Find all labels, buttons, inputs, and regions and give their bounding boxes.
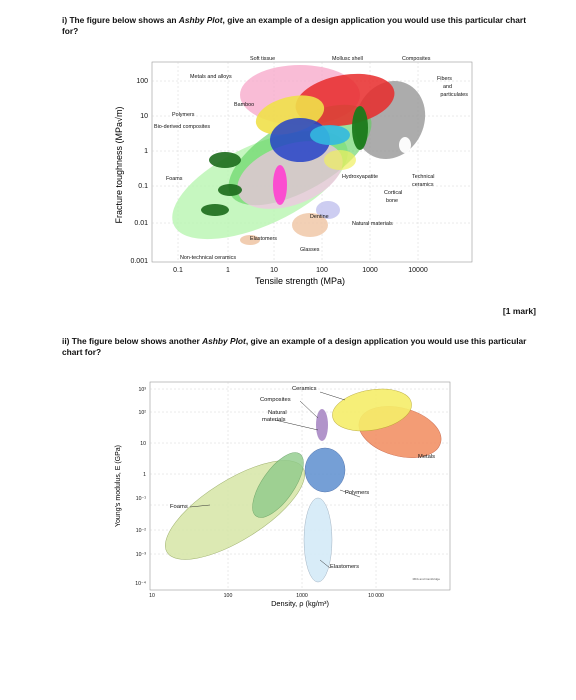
label-composites: Composites bbox=[402, 56, 431, 62]
label-hydroxyapatite: Hydroxyapatite bbox=[342, 174, 378, 180]
x-tick-10000: 10000 bbox=[408, 267, 428, 274]
x2-tick-1000: 1000 bbox=[296, 593, 308, 599]
question-2-suffix: , give an example of a design applicatio… bbox=[62, 336, 527, 357]
chart2-xlabel: Density, ρ (kg/m³) bbox=[271, 599, 329, 608]
y-tick-0.1: 0.1 bbox=[138, 183, 148, 190]
label-bone: bone bbox=[386, 198, 398, 204]
chart2-ylabel: Young's modulus, E (GPa) bbox=[115, 445, 122, 527]
x-tick-1: 1 bbox=[226, 267, 230, 274]
label-and: and bbox=[443, 84, 452, 90]
dentine-envelope bbox=[316, 201, 340, 219]
label-mollusc-shell: Mollusc shell bbox=[332, 56, 363, 62]
cyan-envelope bbox=[310, 125, 350, 145]
label-metals-2: Metals bbox=[418, 454, 435, 460]
label-bamboo: Bamboo bbox=[234, 102, 254, 108]
elastomers-envelope bbox=[273, 165, 287, 205]
label-metals-alloys: Metals and alloys bbox=[190, 74, 232, 80]
hydroxyapatite-envelope bbox=[399, 137, 411, 153]
label-polymers: Polymers bbox=[172, 112, 195, 118]
y2-tick-100: 10² bbox=[139, 410, 147, 416]
chart2-leaders bbox=[189, 391, 361, 569]
chart2-envelopes bbox=[165, 388, 442, 583]
y-tick-1: 1 bbox=[144, 148, 148, 155]
y-tick-0.001: 0.001 bbox=[130, 258, 148, 265]
label-cortical: Cortical bbox=[384, 190, 402, 196]
label-technical: Technical bbox=[412, 174, 434, 180]
label-non-technical-ceramics: Non-technical ceramics bbox=[180, 255, 236, 261]
mollusc-envelope bbox=[352, 106, 368, 150]
chart2-ticks: 10³ 10² 10 1 10⁻¹ 10⁻² 10⁻³ 10⁻⁴ 10 100 … bbox=[135, 387, 384, 599]
label-natural-materials: Natural materials bbox=[352, 221, 393, 227]
y-tick-10: 10 bbox=[140, 113, 148, 120]
technical-ceramics-envelope bbox=[324, 150, 356, 170]
label-bio-composites: Bio-derived composites bbox=[154, 124, 210, 130]
y-tick-0.01: 0.01 bbox=[134, 220, 148, 227]
natural-materials-envelope-2 bbox=[252, 452, 304, 518]
label-elastomers-2: Elastomers bbox=[330, 564, 359, 570]
question-1-suffix: , give an example of a design applicatio… bbox=[62, 15, 526, 36]
chart2-credit: MFA and Cambridge bbox=[413, 577, 441, 581]
y2-tick-1: 1 bbox=[143, 472, 146, 478]
chart1-envelopes bbox=[172, 65, 426, 245]
question-1: i) The figure below shows an Ashby Plot,… bbox=[62, 15, 532, 37]
label-elastomers: Elastomers bbox=[250, 236, 277, 242]
y-tick-100: 100 bbox=[136, 78, 148, 85]
x-tick-0.1: 0.1 bbox=[173, 267, 183, 274]
label-foams: Foams bbox=[166, 176, 183, 182]
label-ceramics: ceramics bbox=[412, 182, 434, 188]
label-polymers-2: Polymers bbox=[345, 490, 369, 496]
question-2-prefix: ii) The figure below shows another bbox=[62, 336, 203, 346]
x-tick-100: 100 bbox=[316, 267, 328, 274]
x-tick-1000: 1000 bbox=[362, 267, 378, 274]
bio-composite-envelope bbox=[209, 152, 241, 168]
label-particulates: particulates bbox=[440, 92, 468, 98]
label-fibers: Fibers bbox=[437, 76, 452, 82]
y2-tick-10: 10 bbox=[140, 441, 146, 447]
label-ceramics-2: Ceramics bbox=[292, 386, 317, 392]
label-glasses: Glasses bbox=[300, 247, 320, 253]
y2-tick-0.0001: 10⁻⁴ bbox=[135, 581, 146, 587]
question-1-prefix: i) The figure below shows an bbox=[62, 15, 179, 25]
label-materials: materials bbox=[262, 417, 286, 423]
ceramics-envelope-2 bbox=[332, 388, 412, 432]
chart1-ylabel: Fracture toughness (MPa√m) bbox=[114, 107, 124, 224]
y2-tick-0.1: 10⁻¹ bbox=[136, 496, 147, 502]
chart1-annotations: Soft tissue Mollusc shell Composites Met… bbox=[154, 56, 468, 261]
x2-tick-10: 10 bbox=[149, 593, 155, 599]
non-technical-ceramics-envelope bbox=[240, 235, 260, 245]
x2-tick-10000: 10 000 bbox=[368, 593, 384, 599]
label-dentine: Dentine bbox=[310, 214, 329, 220]
chart1-ticks: 100 10 1 0.1 0.01 0.001 0.1 1 10 100 100… bbox=[130, 78, 427, 274]
label-foams-2: Foams bbox=[170, 504, 188, 510]
question-2-emph: Ashby Plot bbox=[202, 336, 246, 346]
label-composites-2: Composites bbox=[260, 397, 291, 403]
chart1-xlabel: Tensile strength (MPa) bbox=[255, 276, 345, 286]
polymers-envelope-2 bbox=[304, 447, 346, 493]
chart2-annotations: Ceramics Composites Natural materials Me… bbox=[170, 386, 435, 570]
foam-spot-2-envelope bbox=[201, 204, 229, 216]
foam-spot-envelope bbox=[218, 184, 242, 196]
composites-envelope-2 bbox=[316, 409, 328, 441]
label-soft-tissue: Soft tissue bbox=[250, 56, 275, 62]
elastomers-envelope-2 bbox=[303, 497, 333, 583]
y2-tick-0.001: 10⁻³ bbox=[136, 552, 147, 558]
question-1-emph: Ashby Plot bbox=[178, 15, 223, 25]
label-natural: Natural bbox=[268, 410, 287, 416]
mark-label: [1 mark] bbox=[502, 306, 536, 316]
x2-tick-100: 100 bbox=[224, 593, 233, 599]
y2-tick-1000: 10³ bbox=[139, 387, 147, 393]
glasses-envelope bbox=[292, 213, 328, 237]
question-2: ii) The figure below shows another Ashby… bbox=[62, 336, 532, 358]
y2-tick-0.01: 10⁻² bbox=[136, 528, 147, 534]
x-tick-10: 10 bbox=[270, 267, 278, 274]
